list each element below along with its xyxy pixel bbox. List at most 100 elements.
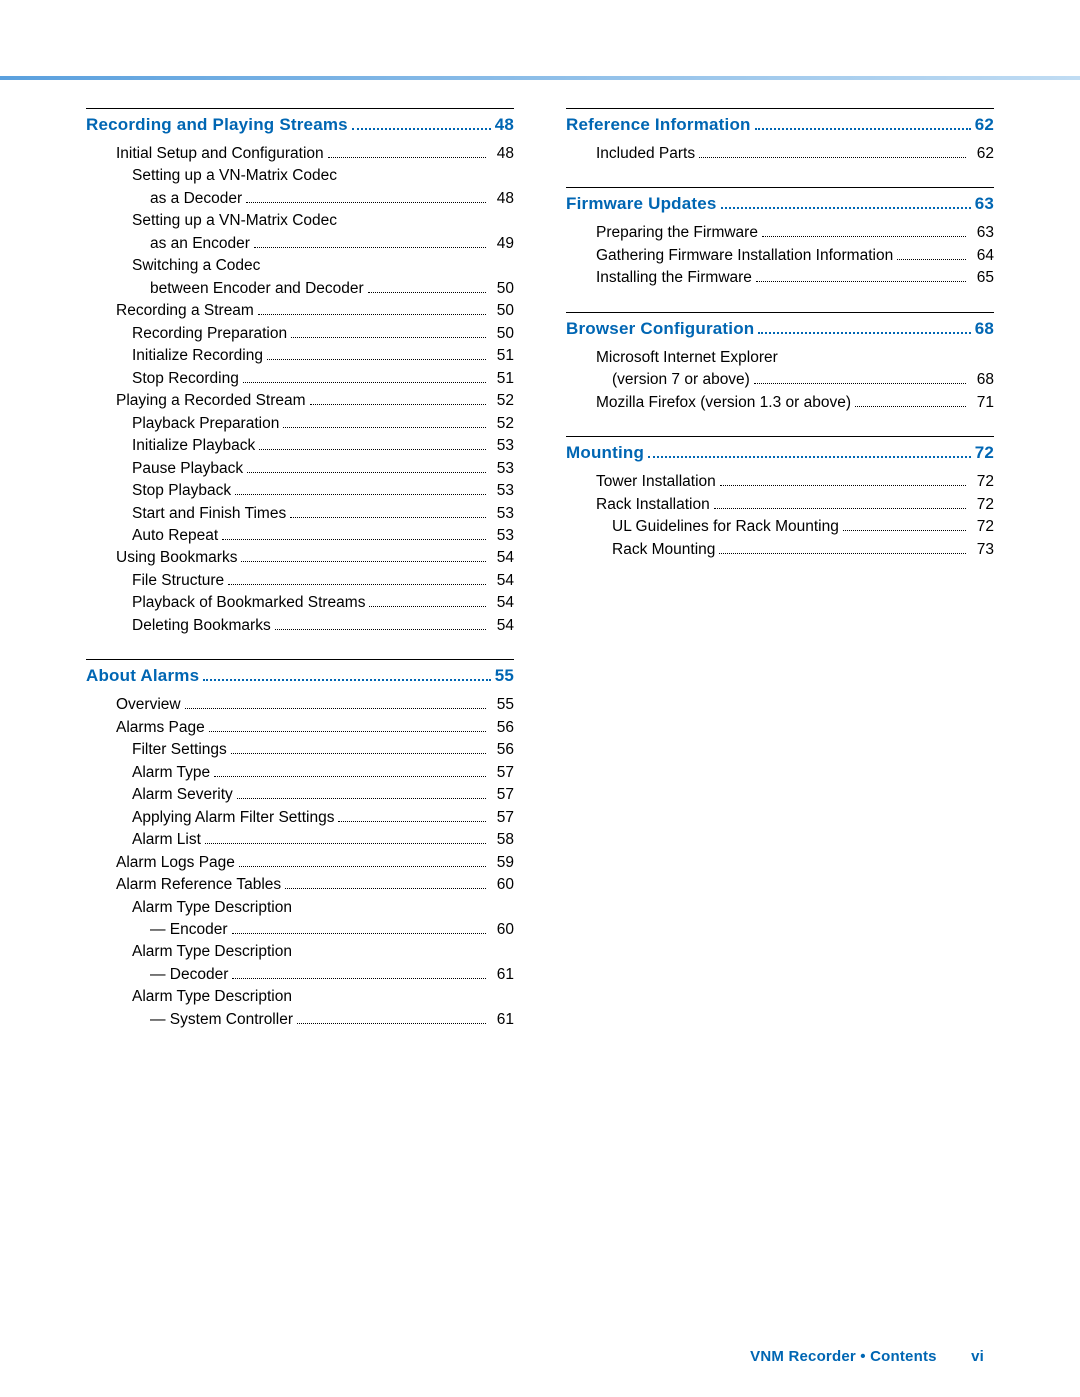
- toc-entry-page: 62: [970, 143, 994, 165]
- toc-entry: Rack Installation72: [596, 494, 994, 516]
- toc-entry: as a Decoder48: [150, 188, 514, 210]
- toc-entry-label: Playback of Bookmarked Streams: [132, 592, 365, 614]
- toc-entry: Microsoft Internet Explorer: [596, 347, 994, 369]
- toc-entry: Alarm Type Description: [132, 986, 514, 1008]
- toc-entry: Setting up a VN-Matrix Codec: [132, 165, 514, 187]
- toc-entry: Preparing the Firmware63: [596, 222, 994, 244]
- toc-entry-label: Alarm Logs Page: [116, 852, 235, 874]
- toc-entry-label: Alarm Severity: [132, 784, 233, 806]
- toc-entry-label: Recording a Stream: [116, 300, 254, 322]
- leader-dots: [264, 269, 510, 270]
- footer-text: VNM Recorder • Contents: [750, 1348, 937, 1365]
- leader-dots: [714, 508, 966, 509]
- toc-entry-label: Stop Playback: [132, 480, 231, 502]
- toc-entry: Stop Playback 53: [132, 480, 514, 502]
- leader-dots: [297, 1023, 486, 1024]
- leader-dots: [755, 128, 971, 130]
- toc-entry: Overview55: [116, 694, 514, 716]
- toc-entry: Recording Preparation50: [132, 323, 514, 345]
- section-divider: [566, 312, 994, 313]
- leader-dots: [254, 247, 486, 248]
- toc-entry-label: File Structure: [132, 570, 224, 592]
- leader-dots: [782, 361, 990, 362]
- toc-section-label: Reference Information: [566, 115, 751, 135]
- toc-entry-label: between Encoder and Decoder: [150, 278, 364, 300]
- toc-entry-label: Alarm List: [132, 829, 201, 851]
- toc-entry-label: Start and Finish Times: [132, 503, 286, 525]
- toc-entry: Applying Alarm Filter Settings 57: [132, 807, 514, 829]
- toc-section-page: 62: [975, 115, 994, 135]
- toc-entry-label: Applying Alarm Filter Settings: [132, 807, 334, 829]
- leader-dots: [843, 530, 966, 531]
- section-divider: [86, 108, 514, 109]
- leader-dots: [754, 383, 966, 384]
- toc-entry: — System Controller61: [150, 1009, 514, 1031]
- toc-section-page: 48: [495, 115, 514, 135]
- toc-entry: Initialize Playback53: [132, 435, 514, 457]
- leader-dots: [758, 332, 970, 334]
- toc-entry: Start and Finish Times53: [132, 503, 514, 525]
- toc-entry-page: 57: [490, 807, 514, 829]
- toc-entry: Pause Playback53: [132, 458, 514, 480]
- leader-dots: [232, 978, 486, 979]
- toc-entry-label: Recording Preparation: [132, 323, 287, 345]
- toc-entry-label: Using Bookmarks: [116, 547, 237, 569]
- toc-entries: Overview55Alarms Page56Filter Settings56…: [116, 694, 514, 1031]
- toc-entry-page: 48: [490, 143, 514, 165]
- toc-entry-page: 65: [970, 267, 994, 289]
- toc-entry-label: Tower Installation: [596, 471, 716, 493]
- leader-dots: [209, 731, 486, 732]
- toc-entry: Alarm Type57: [132, 762, 514, 784]
- toc-entry-page: 54: [490, 615, 514, 637]
- toc-entry-page: 61: [490, 1009, 514, 1031]
- toc-section-title: Mounting72: [566, 443, 994, 463]
- toc-entry-page: 56: [490, 739, 514, 761]
- toc-entry: Playback Preparation52: [132, 413, 514, 435]
- leader-dots: [756, 281, 966, 282]
- leader-dots: [721, 207, 971, 209]
- leader-dots: [328, 157, 486, 158]
- toc-entry-page: 53: [490, 435, 514, 457]
- toc-entries: Included Parts 62: [596, 143, 994, 165]
- toc-entry-label: Filter Settings: [132, 739, 227, 761]
- toc-entry-page: 53: [490, 480, 514, 502]
- leader-dots: [290, 517, 486, 518]
- toc-entry: Mozilla Firefox (version 1.3 or above) 71: [596, 392, 994, 414]
- toc-entry: Setting up a VN-Matrix Codec: [132, 210, 514, 232]
- leader-dots: [241, 561, 486, 562]
- toc-entry-label: Setting up a VN-Matrix Codec: [132, 165, 337, 187]
- toc-entries: Tower Installation72Rack Installation72U…: [596, 471, 994, 561]
- toc-entry-page: 57: [490, 784, 514, 806]
- toc-entry-page: 72: [970, 494, 994, 516]
- toc-entry-label: Alarms Page: [116, 717, 205, 739]
- toc-entry-label: Included Parts: [596, 143, 695, 165]
- toc-entry: Alarm List58: [132, 829, 514, 851]
- toc-entry-label: Auto Repeat: [132, 525, 218, 547]
- leader-dots: [352, 128, 491, 130]
- toc-entry: Initial Setup and Configuration48: [116, 143, 514, 165]
- leader-dots: [296, 1000, 510, 1001]
- toc-entry-page: 52: [490, 390, 514, 412]
- toc-entry-page: 49: [490, 233, 514, 255]
- toc-entry: Initialize Recording51: [132, 345, 514, 367]
- toc-entry: Alarm Reference Tables60: [116, 874, 514, 896]
- toc-entry-label: Mozilla Firefox (version 1.3 or above): [596, 392, 851, 414]
- toc-entry-label: Preparing the Firmware: [596, 222, 758, 244]
- leader-dots: [368, 292, 486, 293]
- toc-entry: Gathering Firmware Installation Informat…: [596, 245, 994, 267]
- top-gradient-bar: [0, 76, 1080, 80]
- toc-entry-page: 71: [970, 392, 994, 414]
- toc-entry-label: Setting up a VN-Matrix Codec: [132, 210, 337, 232]
- toc-entry-label: Microsoft Internet Explorer: [596, 347, 778, 369]
- toc-entry: Recording a Stream50: [116, 300, 514, 322]
- toc-entry: Switching a Codec: [132, 255, 514, 277]
- toc-section-label: Recording and Playing Streams: [86, 115, 348, 135]
- toc-entry-label: Alarm Type Description: [132, 941, 292, 963]
- toc-entry-label: — Decoder: [150, 964, 228, 986]
- leader-dots: [203, 679, 490, 681]
- toc-entry-label: Pause Playback: [132, 458, 243, 480]
- toc-section-page: 55: [495, 666, 514, 686]
- toc-entry-label: as an Encoder: [150, 233, 250, 255]
- toc-entry: Installing the Firmware65: [596, 267, 994, 289]
- toc-entry: Deleting Bookmarks54: [132, 615, 514, 637]
